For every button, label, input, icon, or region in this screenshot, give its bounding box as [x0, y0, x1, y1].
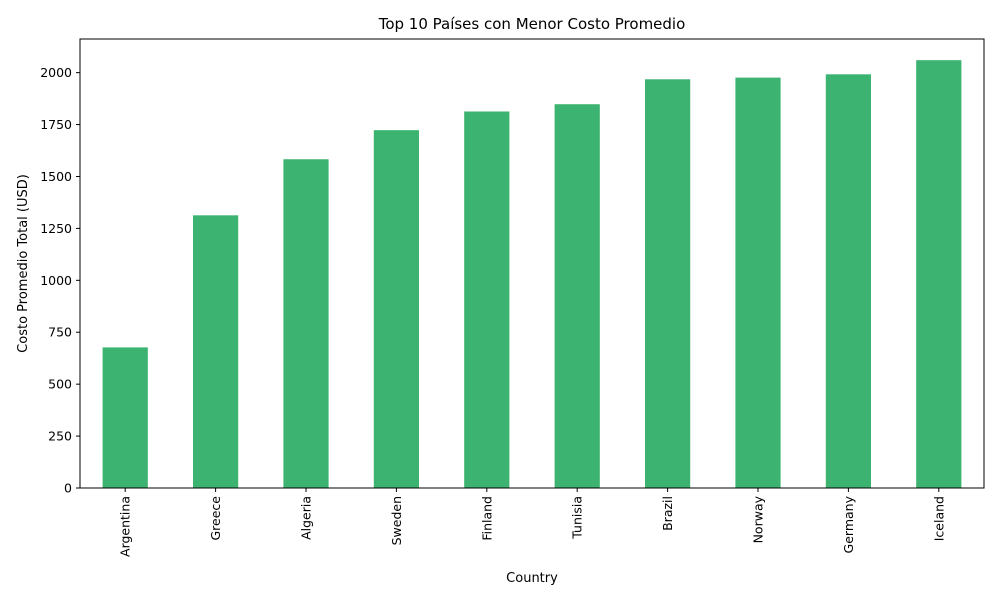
- bar-tunisia: [554, 104, 600, 489]
- y-tick-label: 1750: [40, 117, 72, 132]
- y-tick-label: 0: [64, 481, 72, 496]
- bar-iceland: [916, 60, 962, 488]
- x-tick-label-tunisia: Tunisia: [570, 496, 585, 540]
- y-tick-label: 500: [48, 377, 72, 392]
- bar-finland: [464, 111, 510, 488]
- bars-group: [102, 60, 962, 489]
- y-tick-label: 750: [48, 325, 72, 340]
- x-tick-label-finland: Finland: [479, 496, 494, 541]
- x-tick-label-sweden: Sweden: [389, 496, 404, 545]
- x-tick-label-brazil: Brazil: [660, 496, 675, 531]
- bar-germany: [825, 74, 871, 489]
- y-tick-label: 1500: [40, 169, 72, 184]
- bar-brazil: [645, 79, 691, 488]
- bar-greece: [193, 215, 239, 489]
- y-tick-label: 2000: [40, 65, 72, 80]
- y-tick-label: 1000: [40, 273, 72, 288]
- y-axis-ticks: 0 250 500 750 1000 1250 1500 1750 2000: [40, 65, 80, 496]
- x-tick-label-argentina: Argentina: [118, 496, 133, 557]
- bar-norway: [735, 77, 781, 489]
- x-tick-label-iceland: Iceland: [931, 496, 946, 541]
- x-tick-label-germany: Germany: [841, 495, 856, 553]
- y-axis-label: Costo Promedio Total (USD): [16, 174, 31, 353]
- bar-sweden: [373, 130, 419, 489]
- x-tick-label-norway: Norway: [751, 495, 766, 543]
- bar-argentina: [102, 347, 148, 488]
- x-tick-label-algeria: Algeria: [299, 496, 314, 540]
- plot-frame: [79, 38, 985, 489]
- x-axis-ticks: Argentina Greece Algeria Sweden Finland Tunis…: [118, 488, 946, 557]
- x-axis-label: Country: [506, 571, 558, 586]
- chart-title: Top 10 Países con Menor Costo Promedio: [378, 15, 686, 33]
- x-tick-label-greece: Greece: [208, 496, 223, 541]
- y-tick-label: 250: [48, 429, 72, 444]
- y-tick-label: 1250: [40, 221, 72, 236]
- bar-algeria: [283, 159, 329, 488]
